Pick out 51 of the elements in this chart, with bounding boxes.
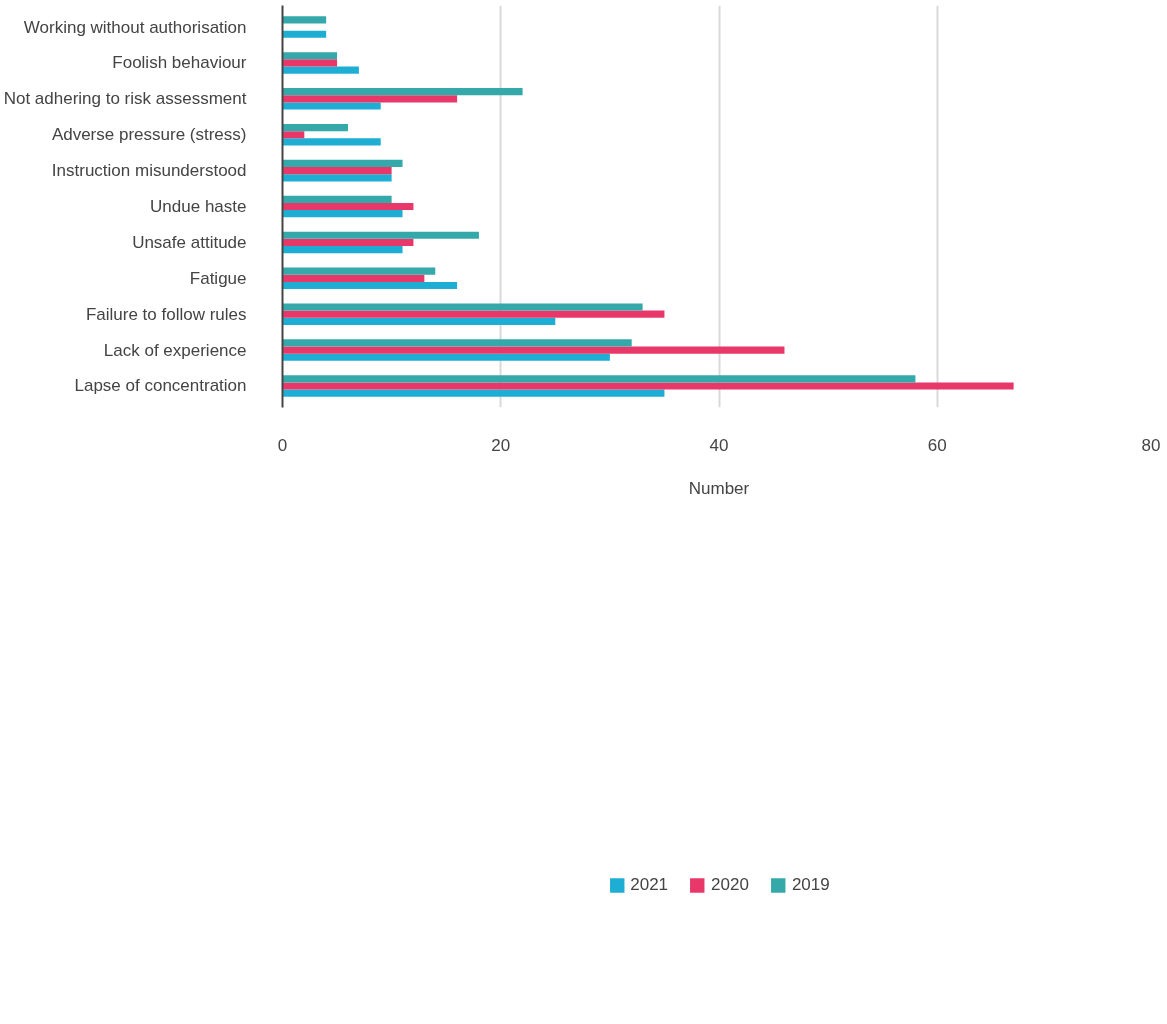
bar <box>282 303 643 311</box>
bar <box>282 346 785 354</box>
x-tick-label: 60 <box>927 435 947 455</box>
bar <box>282 167 392 175</box>
y-tick-label: Instruction misunderstood <box>51 161 247 181</box>
bar <box>282 102 381 110</box>
x-tick-label: 20 <box>491 435 511 455</box>
bar <box>282 52 338 60</box>
y-tick-label: Fatigue <box>189 268 247 288</box>
bar <box>282 310 665 318</box>
bar <box>282 353 610 361</box>
y-tick-label: Foolish behaviour <box>112 53 247 73</box>
legend-label: 2021 <box>630 875 669 895</box>
bar <box>282 159 403 168</box>
bar <box>282 281 458 290</box>
bar <box>282 274 425 282</box>
bar <box>282 317 556 325</box>
bar <box>282 88 523 96</box>
y-tick-label: Failure to follow rules <box>85 304 247 324</box>
bar <box>282 389 665 397</box>
y-tick-label: Working without authorisation <box>23 17 247 37</box>
y-tick-label: Lapse of concentration <box>74 376 247 396</box>
bar <box>282 16 327 24</box>
legend-label: 2020 <box>711 875 749 895</box>
x-tick-label: 80 <box>1141 435 1161 455</box>
bar <box>282 382 1014 390</box>
bar <box>282 30 327 38</box>
bar <box>282 138 381 146</box>
bar <box>282 231 479 239</box>
y-tick-label: Unsafe attitude <box>132 232 247 252</box>
x-axis-title: Number <box>688 478 750 498</box>
bar <box>282 202 414 211</box>
bar <box>282 95 458 103</box>
bar <box>282 245 403 254</box>
bar <box>282 375 916 383</box>
y-tick-label: Not adhering to risk assessment <box>3 89 247 109</box>
x-tick-label: 40 <box>709 435 729 455</box>
bar <box>282 174 392 182</box>
x-tick-label: 0 <box>277 435 288 455</box>
bar <box>282 210 403 218</box>
bar <box>282 238 414 246</box>
bar <box>282 66 359 74</box>
y-tick-label: Undue haste <box>150 197 247 216</box>
bar <box>282 59 338 67</box>
bar <box>282 339 632 347</box>
bar <box>282 267 436 275</box>
y-tick-label: Adverse pressure (stress) <box>51 125 247 145</box>
bar <box>282 195 392 203</box>
y-tick-label: Lack of experience <box>103 340 247 360</box>
legend-label: 2019 <box>791 875 830 895</box>
bar <box>282 123 348 132</box>
